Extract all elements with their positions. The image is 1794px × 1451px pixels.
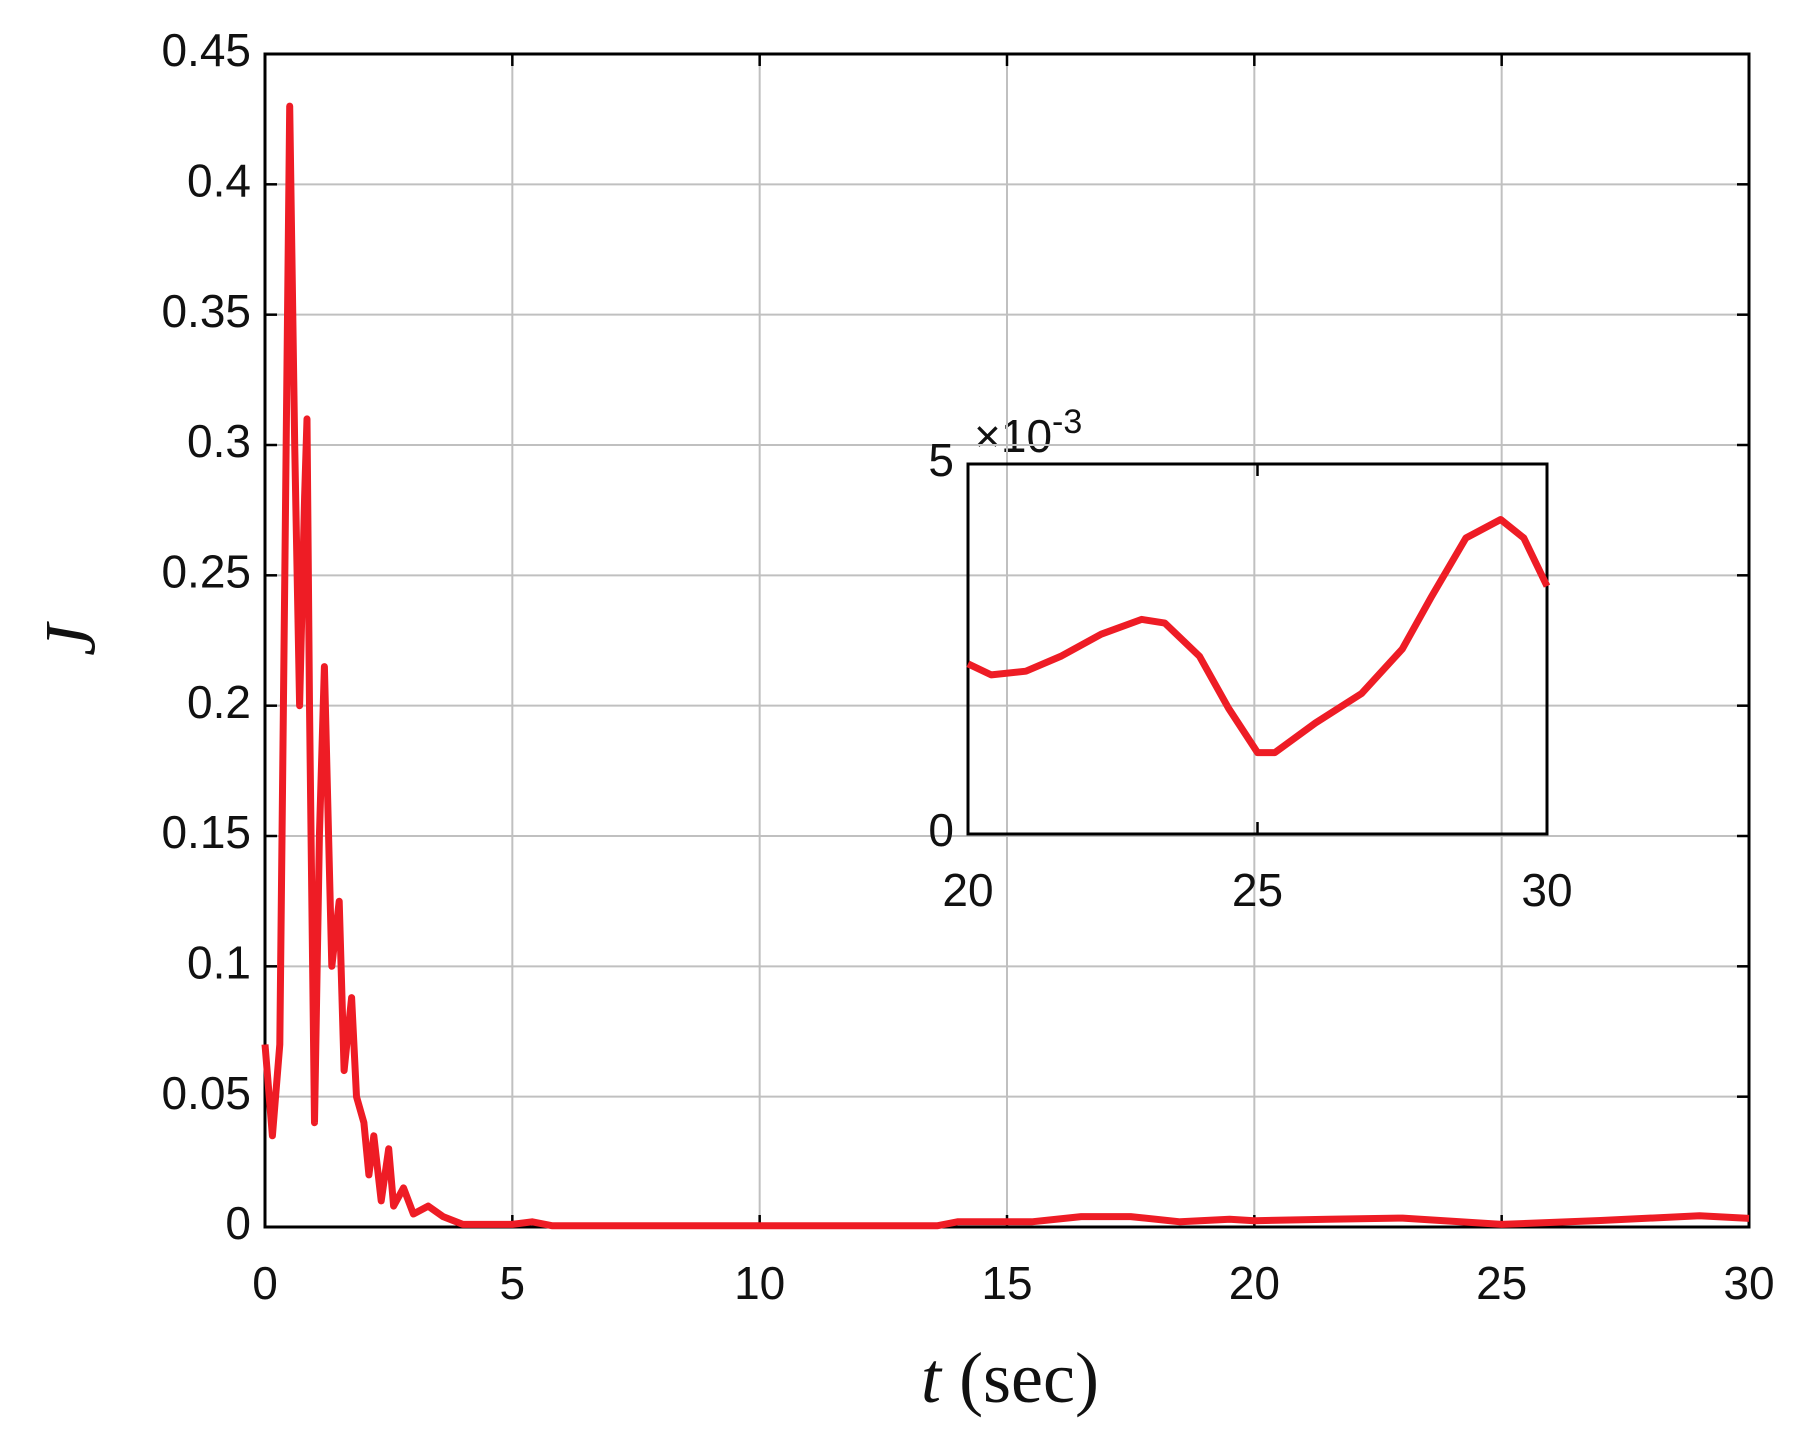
x-tick-label: 20 — [1229, 1257, 1280, 1309]
y-tick-label: 0.4 — [187, 154, 251, 206]
plot-frame — [966, 462, 1549, 836]
y-axis-label: J — [31, 621, 111, 656]
scale-exponent: -3 — [1052, 403, 1082, 441]
x-tick-label: 25 — [1232, 864, 1283, 916]
x-tick-label: 30 — [1521, 864, 1572, 916]
x-tick-label: 5 — [500, 1257, 526, 1309]
y-tick-label: 0.45 — [161, 24, 251, 76]
y-tick-label: 0.25 — [161, 545, 251, 597]
y-tick-label: 0.3 — [187, 415, 251, 467]
plot-frame — [263, 52, 1751, 1229]
y-tick-label: 0 — [928, 804, 954, 856]
x-tick-label: 10 — [734, 1257, 785, 1309]
x-label-symbol: t — [921, 1338, 943, 1418]
x-tick-label: 15 — [981, 1257, 1032, 1309]
scale-label: ×10-3 — [974, 403, 1082, 462]
x-axis-label: t (sec) — [921, 1338, 1099, 1418]
x-tick-label: 20 — [942, 864, 993, 916]
data-line — [261, 102, 1750, 1230]
x-tick-label: 30 — [1723, 1257, 1774, 1309]
y-tick-label: 0.35 — [161, 285, 251, 337]
y-tick-label: 0.05 — [161, 1067, 251, 1119]
data-line — [966, 516, 1551, 757]
x-tick-label: 25 — [1476, 1257, 1527, 1309]
y-tick-label: 0.1 — [187, 936, 251, 988]
x-tick-label: 0 — [252, 1257, 278, 1309]
y-tick-label: 0.2 — [187, 676, 251, 728]
y-tick-label: 0 — [225, 1197, 251, 1249]
y-tick-label: 5 — [928, 434, 954, 486]
scale-base: ×10 — [974, 410, 1052, 462]
x-label-unit: (sec) — [959, 1338, 1099, 1418]
y-tick-label: 0.15 — [161, 806, 251, 858]
